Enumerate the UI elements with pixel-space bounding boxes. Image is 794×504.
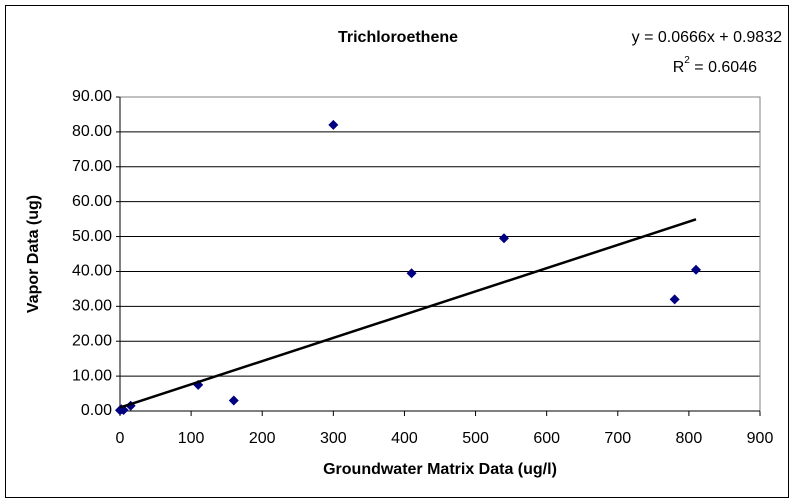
y-tick-label: 50.00 <box>72 228 112 245</box>
x-tick-label: 600 <box>533 430 560 447</box>
r-squared: R2 = 0.6046 <box>673 55 757 77</box>
x-tick-label: 200 <box>249 430 276 447</box>
y-tick-label: 30.00 <box>72 298 112 315</box>
r-squared-sup: 2 <box>684 55 690 66</box>
chart-frame <box>5 5 789 498</box>
data-point <box>328 119 339 130</box>
chart-title: Trichloroethene <box>338 29 458 46</box>
data-point <box>228 395 239 406</box>
y-tick-label: 70.00 <box>72 158 112 175</box>
data-point <box>499 233 509 244</box>
x-tick-label: 500 <box>462 430 489 447</box>
x-tick-label: 400 <box>391 430 418 447</box>
x-tick-label: 700 <box>604 430 631 447</box>
x-tick-label: 800 <box>676 430 703 447</box>
r-squared-base: R <box>673 59 685 76</box>
y-axis-label: Vapor Data (ug) <box>25 195 42 313</box>
trendline-equation: y = 0.0666x + 0.9832 <box>632 29 782 46</box>
y-tick-label: 20.00 <box>72 332 112 349</box>
trendline <box>119 218 697 409</box>
data-point <box>691 264 701 275</box>
x-tick-label: 300 <box>320 430 347 447</box>
y-tick-label: 40.00 <box>72 263 112 280</box>
y-tick-label: 80.00 <box>72 123 112 140</box>
data-point <box>669 294 680 305</box>
x-axis-label: Groundwater Matrix Data (ug/l) <box>323 461 557 478</box>
y-tick-label: 0.00 <box>81 402 112 419</box>
x-tick-label: 100 <box>178 430 205 447</box>
r-squared-rest: = 0.6046 <box>690 59 757 76</box>
y-tick-label: 10.00 <box>72 367 112 384</box>
y-tick-label: 90.00 <box>72 88 112 105</box>
data-point <box>406 268 417 279</box>
x-tick-label: 0 <box>116 430 125 447</box>
x-tick-label: 900 <box>747 430 774 447</box>
y-tick-label: 60.00 <box>72 193 112 210</box>
